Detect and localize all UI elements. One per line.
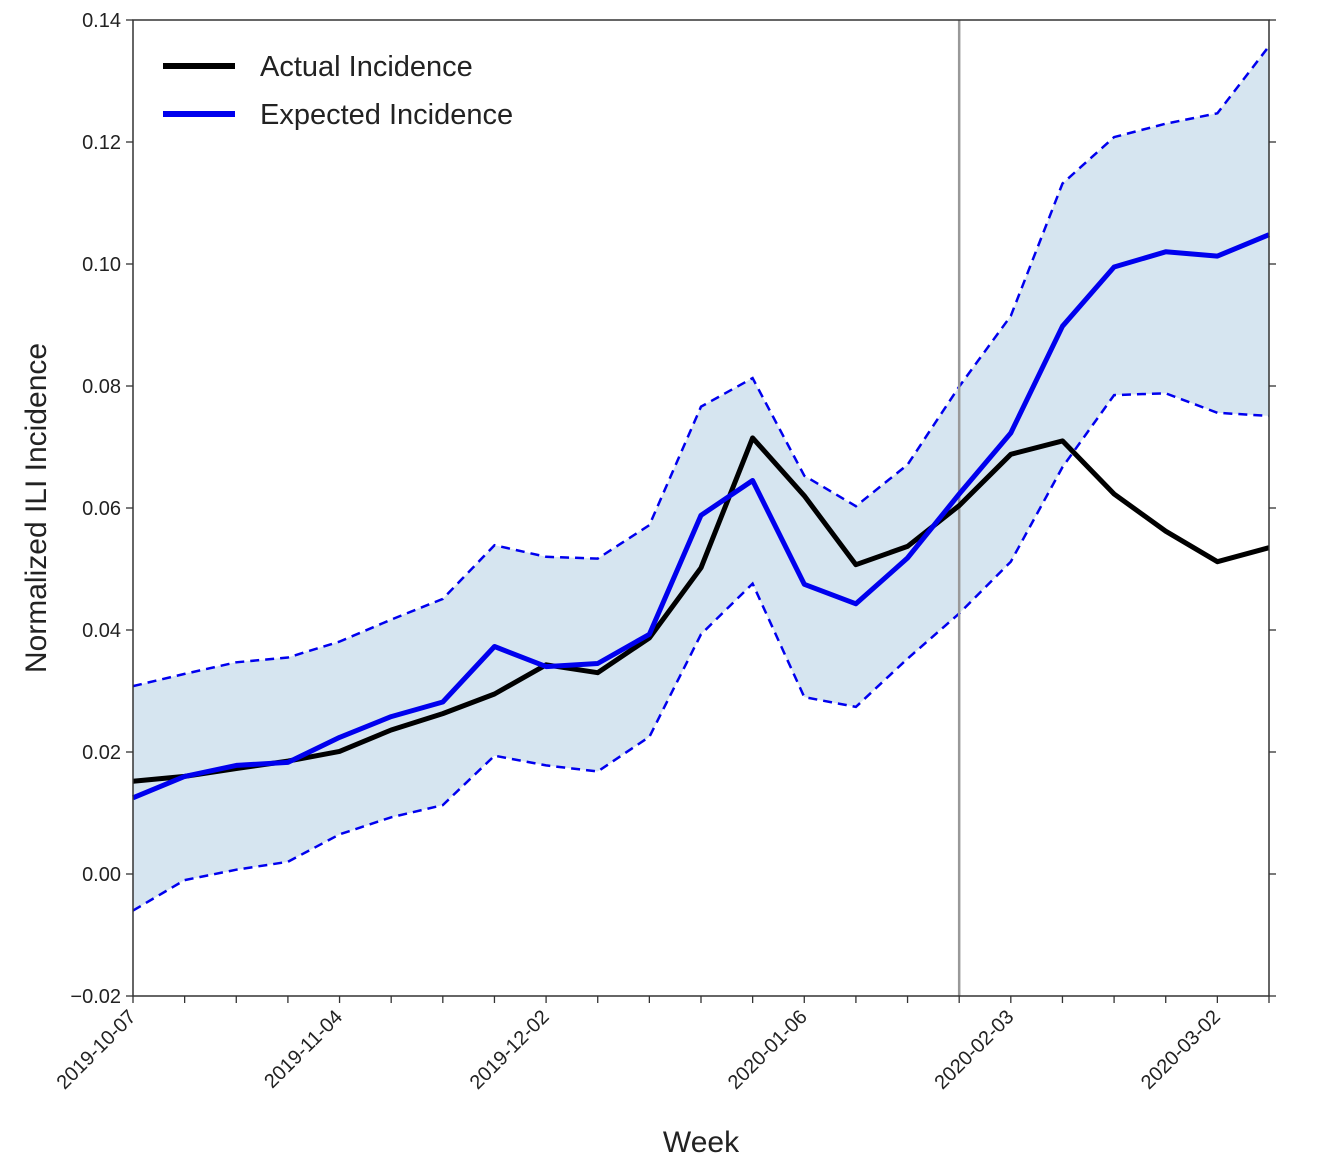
expected-incidence-line [132,232,1270,801]
legend-label-actual: Actual Incidence [260,51,473,83]
y-tick-label: 0.06 [82,498,121,520]
legend: Actual Incidence Expected Incidence [163,51,513,131]
actual-incidence-line [132,435,1270,784]
x-tick-label: 2019-12-02 [466,1006,554,1094]
y-axis: −0.02 0.00 0.02 0.04 0.06 0.08 0.10 0.12 0.14 [70,10,1276,1008]
y-tick-label: 0.02 [82,742,121,764]
y-tick-label: 0.00 [82,864,121,886]
confidence-band-layer [132,45,1270,912]
x-tick-label: 2019-11-04 [260,1006,347,1093]
y-tick-label: 0.08 [82,376,121,398]
y-tick-label: 0.04 [82,620,121,642]
y-tick-label: 0.12 [82,132,121,154]
x-tick-label: 2019-10-07 [53,1006,141,1094]
x-tick-label: 2020-01-06 [724,1006,812,1094]
series-layer [132,232,1270,801]
lower-bound-line [132,392,1270,912]
y-tick-label: −0.02 [70,986,121,1008]
x-axis: 2019-10-07 2019-11-04 2019-12-02 2020-01-06… [53,996,1270,1094]
legend-label-expected: Expected Incidence [260,99,513,131]
y-axis-title: Normalized ILI Incidence [20,343,53,673]
confidence-band-fill [133,46,1269,911]
x-tick-label: 2020-03-02 [1137,1006,1225,1094]
x-tick-label: 2020-02-03 [930,1006,1018,1094]
y-tick-label: 0.10 [82,254,121,276]
y-tick-label: 0.14 [82,10,121,32]
x-axis-title: Week [663,1126,740,1159]
upper-bound-line [132,45,1270,688]
